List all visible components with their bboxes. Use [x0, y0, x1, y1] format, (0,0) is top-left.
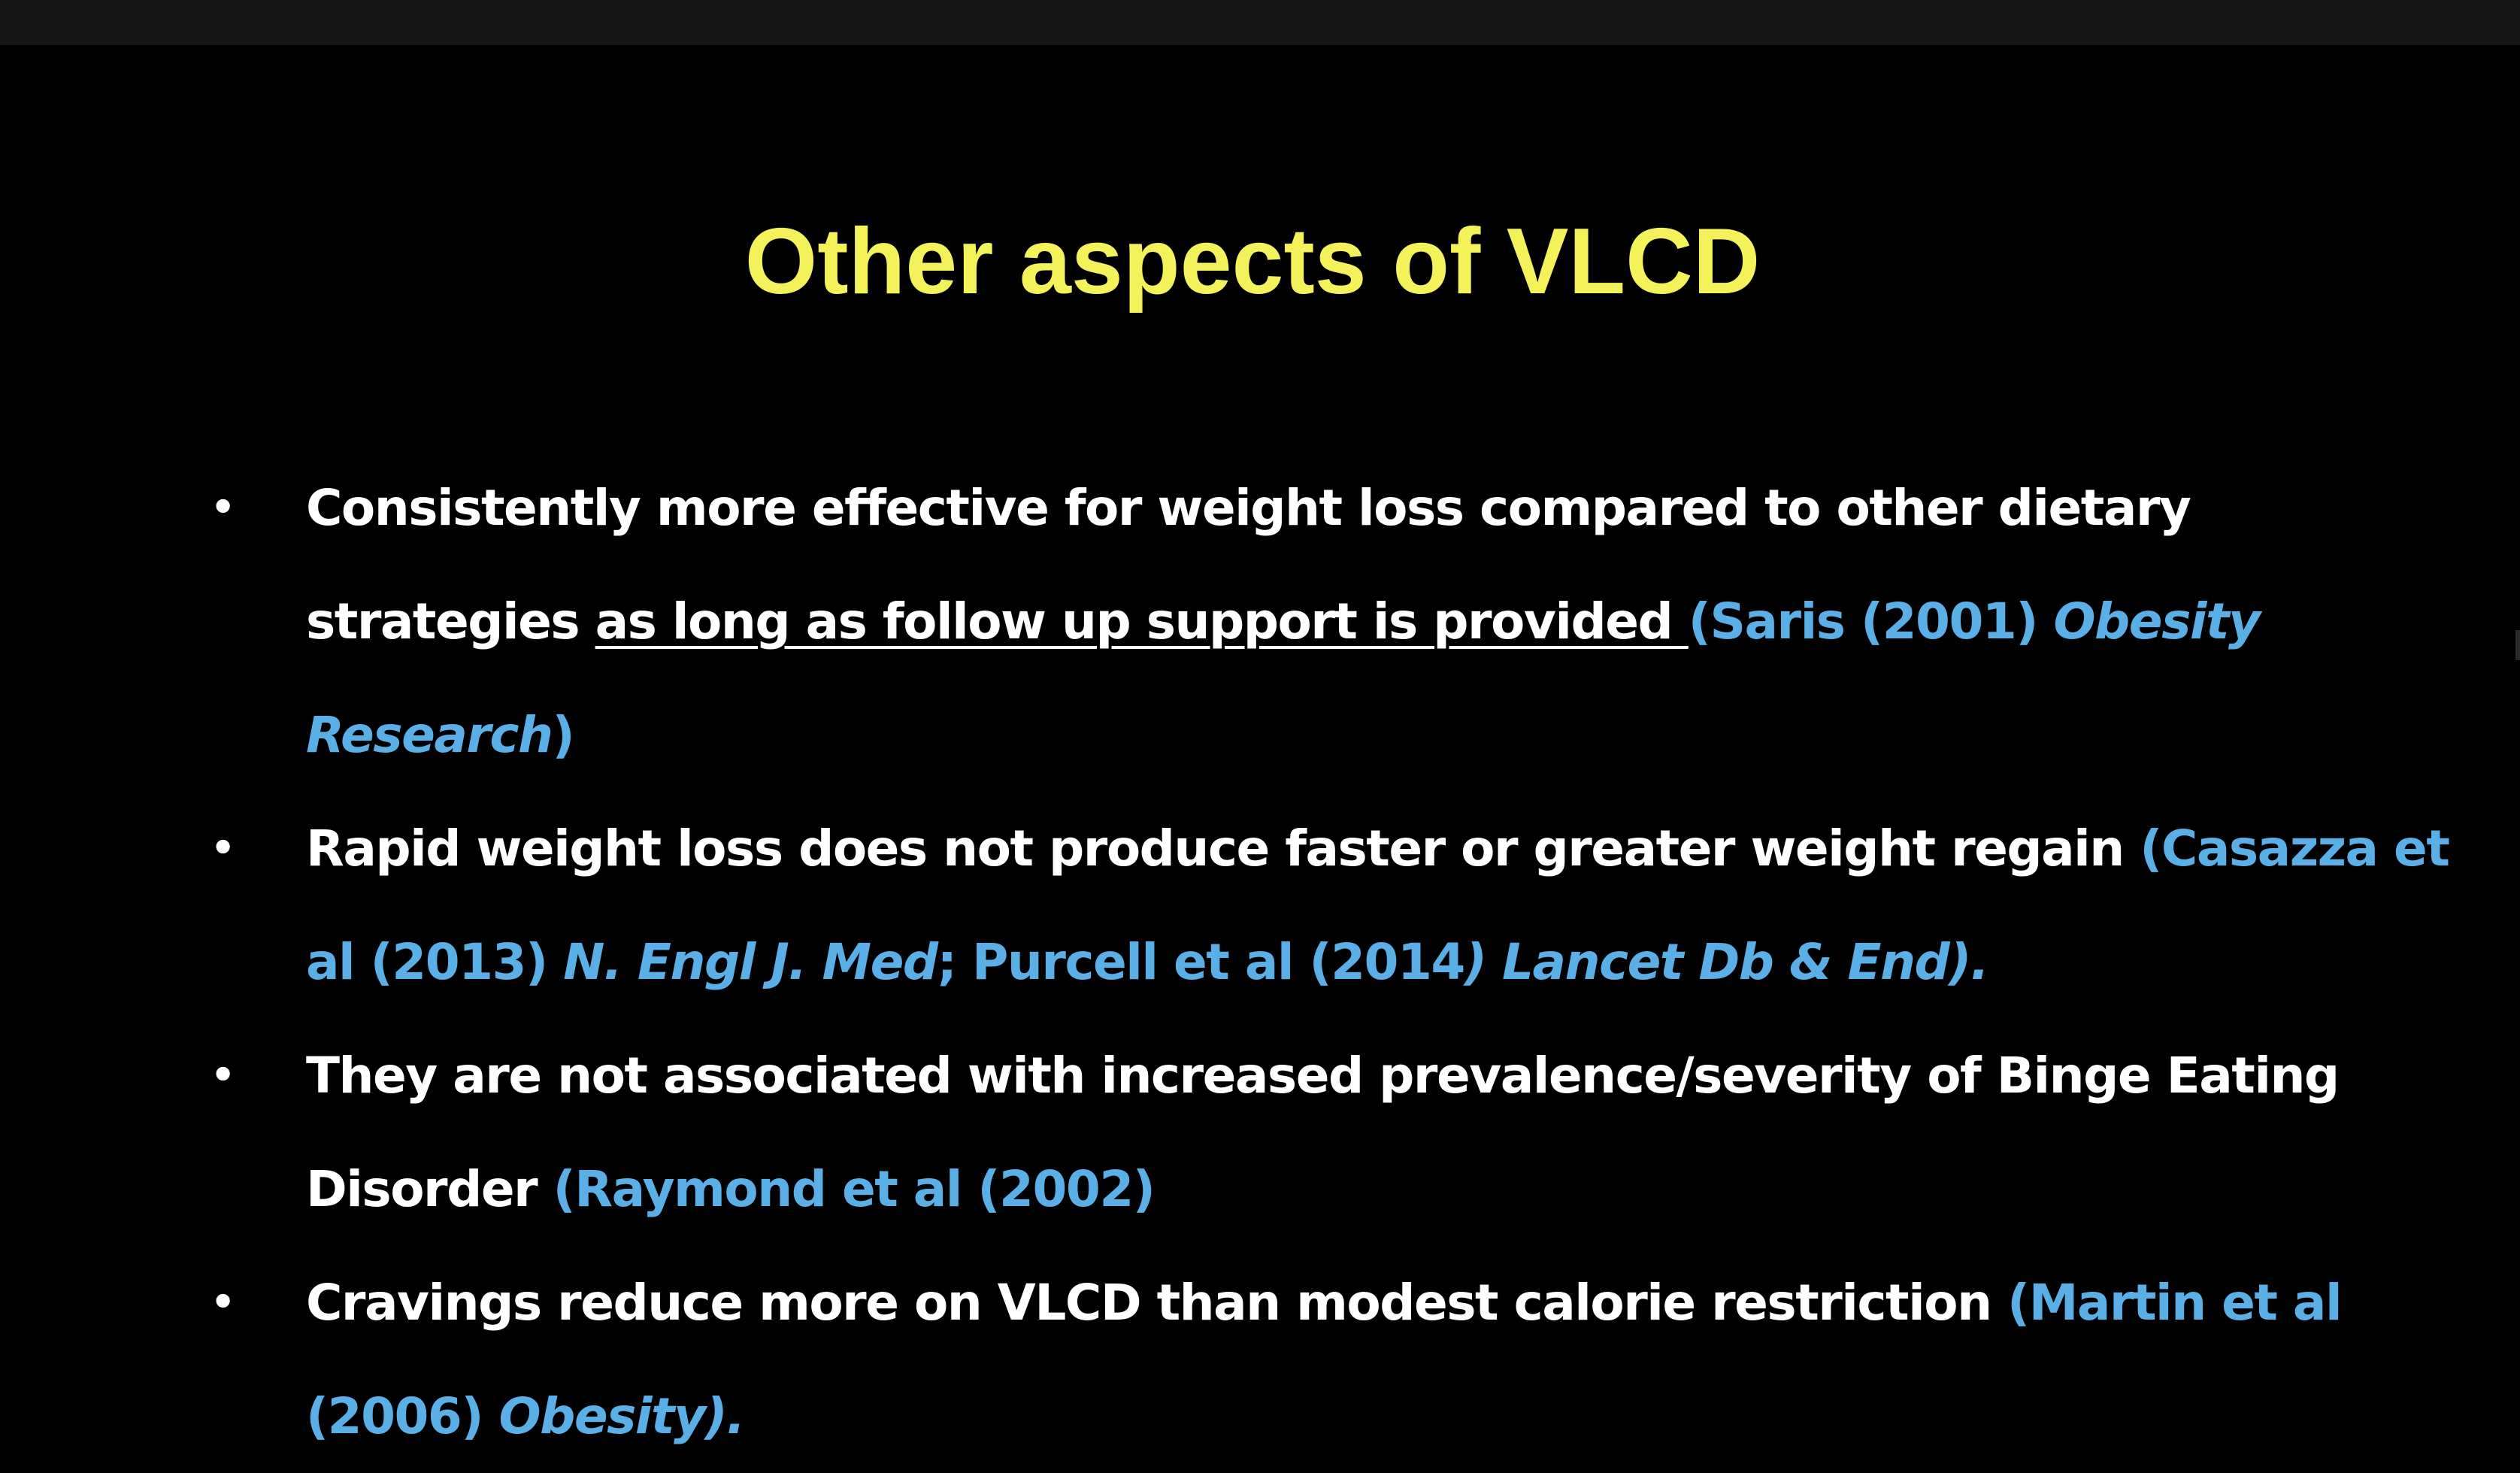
bullet-underlined-text: as long as follow up support is provided: [595, 593, 1689, 650]
bullet-list: • Consistently more effective for weight…: [198, 451, 2469, 1473]
bullet-dot-icon: •: [211, 485, 235, 530]
bullet-text: Cravings reduce more on VLCD than modest…: [306, 1274, 2008, 1332]
window-top-bar: [0, 0, 2520, 45]
citation-journal: Obesity Research: [306, 593, 2261, 764]
bullet-item: • Cravings reduce more on VLCD than mode…: [198, 1246, 2469, 1473]
bullet-dot-icon: •: [211, 1280, 235, 1325]
citation: (Saris (2001): [1688, 593, 2054, 650]
citation-journal: N. Engl J. Med: [563, 933, 938, 991]
bullet-text: Rapid weight loss does not produce faste…: [306, 820, 2140, 877]
bullet-item: • Rapid weight loss does not produce fas…: [198, 792, 2469, 1019]
edge-marker: [2515, 630, 2520, 660]
citation: (Martin et al (2006): [306, 1274, 2343, 1445]
citation-journal: Obesity).: [498, 1387, 746, 1445]
citation: ; Purcell et al (2014: [937, 933, 1466, 991]
bullet-text: They are not associated with increased p…: [306, 1047, 2340, 1218]
bullet-item: • They are not associated with increased…: [198, 1019, 2469, 1246]
bullet-dot-icon: •: [211, 826, 235, 871]
bullet-dot-icon: •: [211, 1053, 235, 1098]
citation: (Raymond et al (2002): [553, 1160, 1156, 1218]
bullet-text: Consistently more effective for weight l…: [306, 479, 2191, 650]
citation: (Casazza et al (2013): [306, 820, 2450, 991]
bullet-item: • Consistently more effective for weight…: [198, 451, 2469, 792]
slide-title: Other aspects of VLCD: [744, 210, 1761, 314]
citation-journal: ) Lancet Db & End).: [1464, 933, 1989, 991]
citation: ): [552, 706, 575, 764]
presentation-slide: Other aspects of VLCD • Consistently mor…: [0, 45, 2520, 1450]
